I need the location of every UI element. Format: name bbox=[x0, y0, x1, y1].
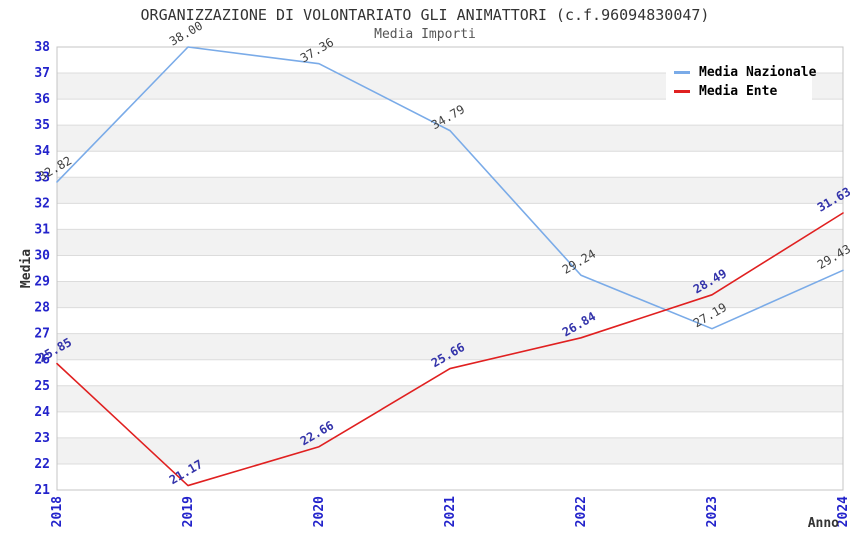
plot-stripe bbox=[57, 411, 843, 438]
x-tick-label: 2021 bbox=[443, 496, 458, 527]
plot-stripe bbox=[57, 281, 843, 308]
legend-marker-media-nazionale bbox=[674, 71, 690, 74]
plot-stripe bbox=[57, 437, 843, 464]
y-tick-label: 22 bbox=[34, 457, 50, 472]
plot-border bbox=[56, 46, 844, 491]
y-tick-label: 21 bbox=[34, 483, 50, 498]
series-line-media-nazionale bbox=[56, 46, 844, 330]
x-tick-label: 2022 bbox=[574, 496, 589, 527]
chart-subtitle: Media Importi bbox=[374, 27, 476, 42]
plot-stripe bbox=[57, 203, 843, 230]
y-tick-label: 23 bbox=[34, 431, 50, 446]
y-tick-label: 26 bbox=[34, 353, 50, 368]
legend-label-media-nazionale: Media Nazionale bbox=[699, 65, 817, 80]
data-label: 38.00 bbox=[167, 18, 205, 48]
y-tick-label: 31 bbox=[34, 222, 50, 237]
x-tick-label: 2018 bbox=[50, 496, 65, 527]
plot-stripe bbox=[57, 359, 843, 386]
y-tick-label: 29 bbox=[34, 275, 50, 290]
legend-label-media-ente: Media Ente bbox=[699, 84, 778, 99]
legend-item-media-nazionale[interactable]: Media Nazionale bbox=[674, 63, 816, 82]
x-tick-label: 2020 bbox=[312, 496, 327, 527]
x-tick-label: 2024 bbox=[836, 496, 850, 527]
y-axis-title: Media bbox=[19, 249, 34, 288]
y-tick-label: 24 bbox=[34, 405, 50, 420]
chart-title: ORGANIZZAZIONE DI VOLONTARIATO GLI ANIMA… bbox=[140, 6, 710, 24]
y-tick-label: 34 bbox=[34, 144, 50, 159]
y-tick-label: 32 bbox=[34, 196, 50, 211]
y-tick-label: 25 bbox=[34, 379, 50, 394]
plot-stripe bbox=[57, 151, 843, 178]
legend-item-media-ente[interactable]: Media Ente bbox=[674, 82, 812, 101]
legend: Media Nazionale Media Ente bbox=[666, 56, 816, 108]
legend-marker-media-ente bbox=[674, 90, 690, 93]
y-tick-label: 38 bbox=[34, 40, 50, 55]
plot-stripe bbox=[57, 229, 843, 256]
y-tick-label: 35 bbox=[34, 118, 50, 133]
y-tick-label: 27 bbox=[34, 327, 50, 342]
plot-stripe bbox=[57, 177, 843, 204]
y-tick-label: 30 bbox=[34, 248, 50, 263]
x-tick-label: 2019 bbox=[181, 496, 196, 527]
x-axis-title: Anno bbox=[808, 516, 839, 531]
plot-stripe bbox=[57, 255, 843, 282]
series-line-media-ente bbox=[56, 212, 844, 487]
x-tick-label: 2023 bbox=[705, 496, 720, 527]
plot-stripe bbox=[57, 333, 843, 360]
y-tick-label: 28 bbox=[34, 301, 50, 316]
y-tick-label: 36 bbox=[34, 92, 50, 107]
plot-stripe bbox=[57, 125, 843, 152]
y-tick-label: 33 bbox=[34, 170, 50, 185]
y-tick-label: 37 bbox=[34, 66, 50, 81]
plot-stripe bbox=[57, 385, 843, 412]
